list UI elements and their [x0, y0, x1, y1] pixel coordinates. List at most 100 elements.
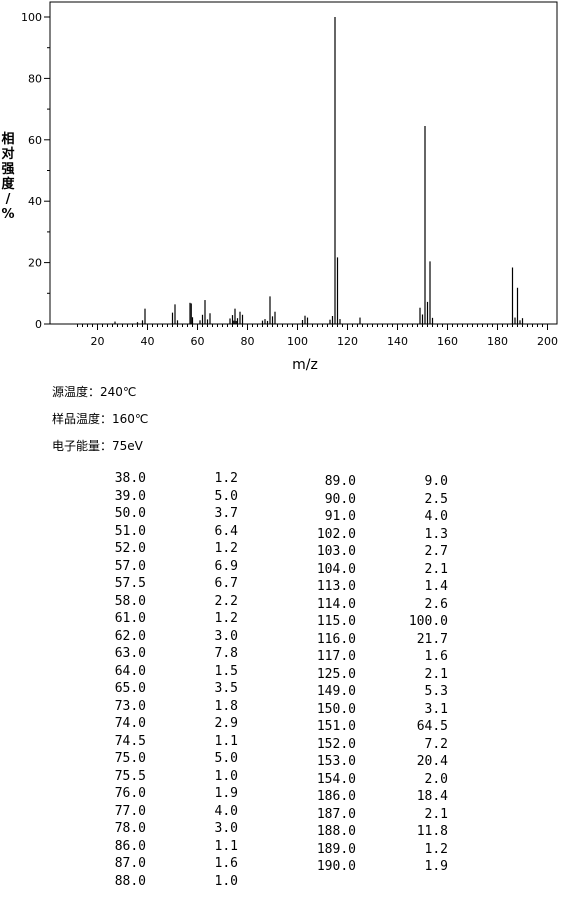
y-tick-label: 100: [21, 11, 42, 24]
table-cell: 5.0: [214, 751, 238, 766]
table-cell: 186.0: [316, 789, 356, 804]
table-cell: 61.0: [114, 611, 146, 626]
table-cell: 76.0: [114, 786, 146, 801]
table-cell: 187.0: [316, 806, 356, 822]
table-cell: 57.5: [114, 576, 146, 591]
y-axis-label: 相对强度/%: [1, 131, 15, 222]
table-cell: 52.0: [114, 541, 146, 556]
table-cell: 64.0: [114, 663, 146, 679]
x-axis-label: m/z: [292, 357, 318, 373]
table-cell: 4.0: [214, 803, 238, 819]
table-cell: 4.0: [424, 509, 448, 524]
table-cell: 78.0: [114, 821, 146, 836]
table-cell: 87.0: [114, 856, 146, 871]
table-cell: 58.0: [114, 593, 146, 609]
table-cell: 73.0: [114, 698, 146, 714]
table-cell: 1.5: [214, 663, 238, 679]
table-cell: 1.0: [214, 768, 238, 784]
table-cell: 3.5: [214, 681, 238, 696]
table-cell: 90.0: [324, 491, 356, 507]
table-cell: 2.6: [424, 596, 448, 612]
peak-table-left-mz: 38.0 39.0 50.0 51.0 52.0 57.0 57.5 58.0 61.0 62.0…: [88, 470, 146, 890]
table-cell: 91.0: [324, 509, 356, 524]
table-cell: 1.9: [214, 786, 238, 801]
table-cell: 3.1: [424, 701, 448, 717]
table-cell: 50.0: [114, 506, 146, 521]
mass-spectrum-chart: 20 40 60 80 100 120 140 160 180 200 0 20 40 60 80 100 m/…: [1, 1, 558, 373]
x-tick-label: 140: [387, 335, 408, 348]
table-cell: 51.0: [114, 523, 146, 539]
table-cell: 149.0: [316, 684, 356, 699]
table-cell: 20.4: [416, 754, 448, 769]
table-cell: 9.0: [424, 474, 448, 489]
table-cell: 39.0: [114, 488, 146, 504]
table-cell: 77.0: [114, 803, 146, 819]
table-cell: 75.0: [114, 751, 146, 766]
table-cell: 21.7: [416, 631, 448, 647]
sample-temperature-value: 160℃: [112, 412, 149, 426]
table-cell: 75.5: [114, 768, 146, 784]
table-cell: 1.4: [424, 579, 448, 594]
table-cell: 1.8: [214, 698, 238, 714]
table-cell: 2.7: [424, 544, 448, 559]
table-cell: 6.7: [214, 576, 238, 591]
table-cell: 2.0: [424, 771, 448, 787]
table-cell: 1.1: [214, 733, 238, 749]
sample-temperature: 样品温度：160℃: [52, 410, 148, 427]
y-tick-label: 20: [28, 257, 42, 270]
source-temperature-label: 源温度：: [52, 385, 101, 399]
table-cell: 151.0: [316, 719, 356, 734]
table-cell: 5.0: [214, 488, 238, 504]
x-tick-label: 180: [487, 335, 508, 348]
x-tick-label: 160: [437, 335, 458, 348]
table-cell: 2.1: [424, 666, 448, 682]
table-cell: 1.1: [214, 838, 238, 854]
x-tick-label: 40: [141, 335, 155, 348]
table-cell: 125.0: [316, 666, 356, 682]
table-cell: 74.5: [114, 733, 146, 749]
table-cell: 38.0: [114, 471, 146, 486]
table-cell: 5.3: [424, 684, 448, 699]
table-cell: 1.2: [424, 841, 448, 857]
table-cell: 2.2: [214, 593, 238, 609]
table-cell: 100.0: [408, 614, 448, 629]
x-tick-label: 100: [287, 335, 308, 348]
table-cell: 188.0: [316, 824, 356, 839]
table-cell: 1.9: [424, 859, 448, 874]
sample-temperature-label: 样品温度：: [52, 412, 113, 426]
table-cell: 117.0: [316, 649, 356, 664]
table-cell: 2.5: [424, 491, 448, 507]
x-tick-label: 20: [91, 335, 105, 348]
table-cell: 150.0: [316, 701, 356, 717]
table-cell: 88.0: [114, 873, 146, 889]
table-cell: 3.0: [214, 821, 238, 836]
table-cell: 103.0: [316, 544, 356, 559]
table-cell: 6.9: [214, 558, 238, 574]
y-tick-label: 80: [28, 72, 42, 85]
table-cell: 102.0: [316, 526, 356, 542]
table-cell: 113.0: [316, 579, 356, 594]
peak-table-right-mz: 89.0 90.0 91.0 102.0 103.0 104.0 113.0 114.0 115…: [290, 473, 356, 876]
table-cell: 7.2: [424, 736, 448, 752]
table-cell: 1.2: [214, 471, 238, 486]
table-cell: 64.5: [416, 719, 448, 734]
source-temperature-value: 240℃: [100, 385, 137, 399]
table-cell: 2.1: [424, 806, 448, 822]
plot-frame: [49, 1, 558, 325]
table-cell: 1.6: [214, 856, 238, 871]
table-cell: 6.4: [214, 523, 238, 539]
table-cell: 190.0: [316, 859, 356, 874]
table-cell: 7.8: [214, 646, 238, 661]
peak-table-right-intensity: 9.0 2.5 4.0 1.3 2.7 2.1 1.4 2.6 100.0 21.7 1.6 2.1 5…: [380, 473, 448, 876]
x-tick-label: 120: [337, 335, 358, 348]
table-cell: 65.0: [114, 681, 146, 696]
electron-energy-value: 75eV: [112, 439, 143, 453]
table-cell: 154.0: [316, 771, 356, 787]
table-cell: 116.0: [316, 631, 356, 647]
table-cell: 2.9: [214, 716, 238, 731]
x-tick-label: 60: [191, 335, 205, 348]
table-cell: 1.3: [424, 526, 448, 542]
table-cell: 3.7: [214, 506, 238, 521]
table-cell: 11.8: [416, 824, 448, 839]
y-tick-label: 0: [35, 318, 42, 331]
